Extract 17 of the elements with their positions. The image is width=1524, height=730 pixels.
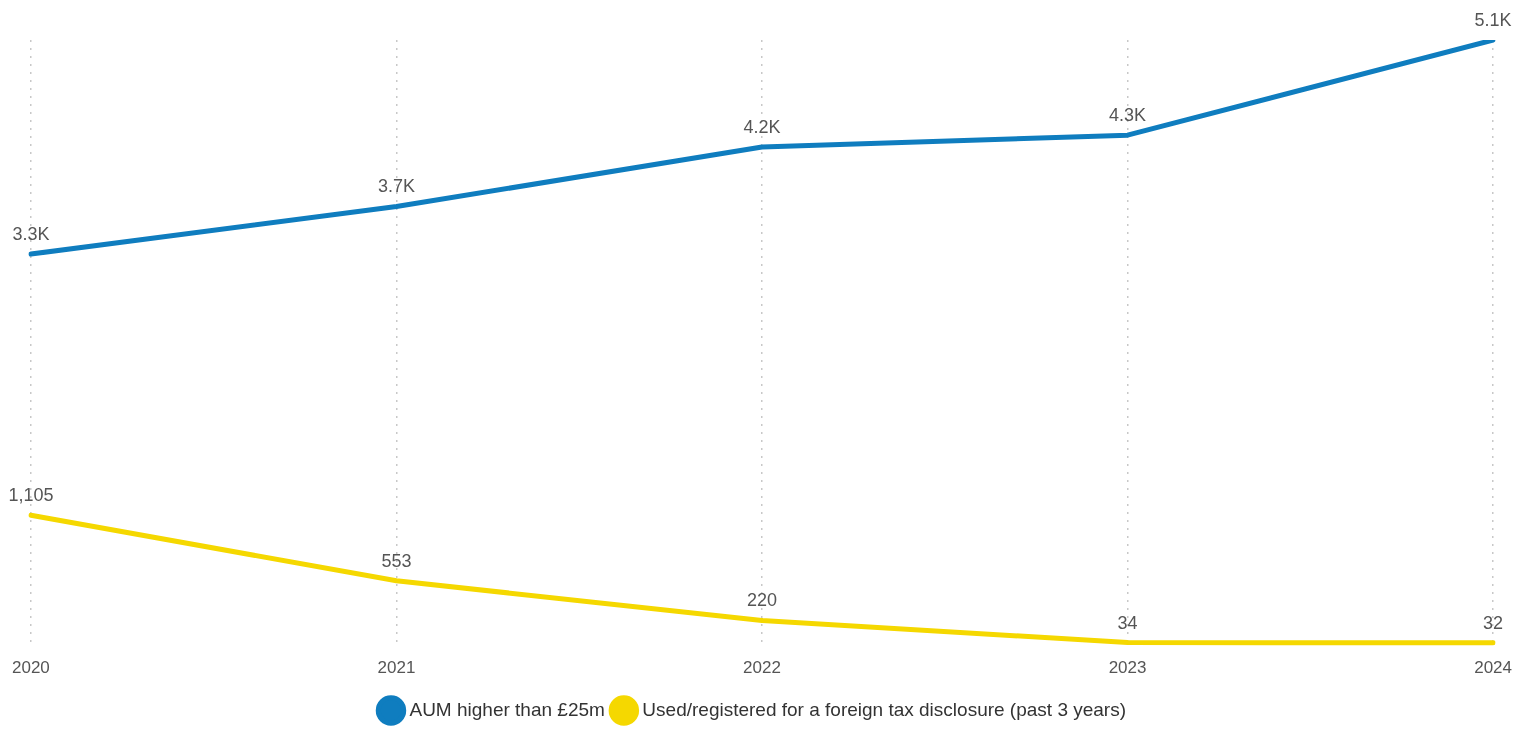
data-label: 1,105: [8, 485, 54, 506]
x-tick-label: 2022: [743, 658, 781, 678]
data-label: 3.7K: [377, 176, 415, 197]
data-label: 5.1K: [1474, 9, 1512, 30]
legend-label: Used/registered for a foreign tax disclosure (past 3 years): [642, 698, 1127, 720]
x-tick-label: 2020: [12, 658, 50, 678]
data-label: 34: [1117, 612, 1138, 633]
x-tick-label: 2024: [1474, 658, 1512, 678]
data-label: 3.3K: [12, 224, 50, 245]
legend-label: AUM higher than £25m: [409, 698, 605, 720]
data-label: 4.2K: [743, 117, 781, 138]
data-label: 32: [1483, 612, 1504, 633]
data-label: 4.3K: [1109, 105, 1147, 126]
data-label: 553: [381, 550, 412, 571]
x-tick-label: 2021: [377, 658, 416, 678]
data-label: 220: [746, 590, 778, 611]
x-tick-label: 2023: [1108, 658, 1147, 678]
